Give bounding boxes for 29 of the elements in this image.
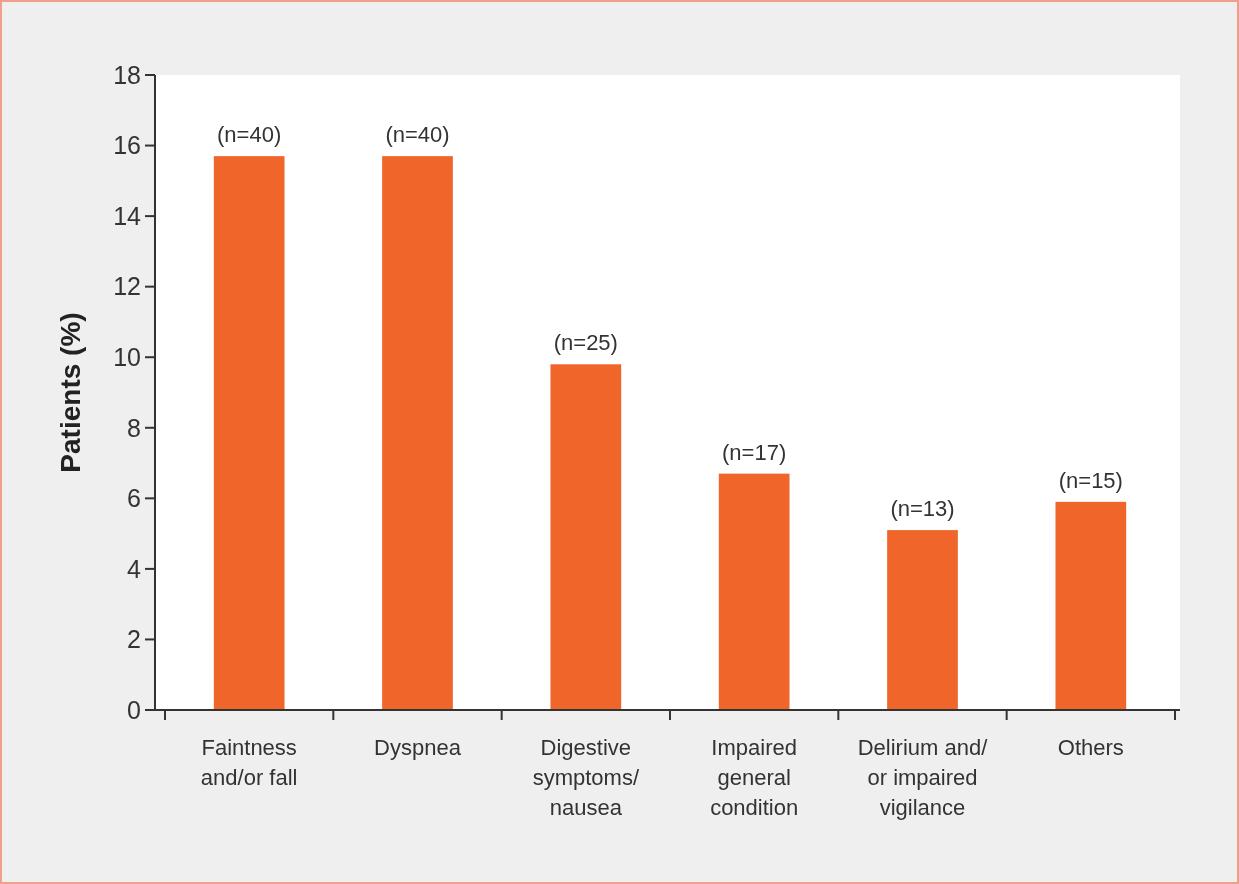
- y-tick-label: 16: [113, 131, 141, 160]
- y-tick-label: 8: [127, 413, 141, 442]
- bar: [213, 156, 285, 710]
- y-tick-label: 18: [113, 60, 141, 89]
- y-tick-label: 4: [127, 554, 142, 583]
- y-tick-label: 14: [113, 201, 142, 230]
- x-tick-label: Digestive symptoms/ nausea: [532, 735, 640, 820]
- x-tick-label: Faintness and/or fall: [200, 735, 298, 790]
- x-tick-label: Others: [1057, 735, 1124, 760]
- y-tick-label: 10: [113, 342, 141, 371]
- annotation: (n=15): [1058, 467, 1123, 493]
- bar: [1055, 501, 1127, 710]
- bar: [382, 156, 453, 710]
- bar: [550, 364, 622, 710]
- y-tick-label: 2: [127, 625, 141, 654]
- annotation: (n=17): [722, 439, 787, 465]
- y-tick-label: 6: [127, 484, 141, 513]
- y-tick-label: 0: [127, 695, 141, 724]
- annotation: (n=13): [890, 496, 955, 522]
- y-axis-title: Patients (%): [55, 312, 86, 473]
- annotation: (n=40): [217, 122, 282, 148]
- x-tick-label: Dyspnea: [374, 735, 462, 760]
- annotation: (n=40): [385, 122, 450, 148]
- bar: [887, 530, 958, 710]
- y-tick-label: 12: [113, 272, 141, 301]
- x-tick-label: Impaired general condition: [710, 735, 799, 820]
- bar: [718, 473, 790, 710]
- annotation: (n=25): [553, 330, 618, 356]
- x-tick-label: Delirium and/ or impaired vigilance: [857, 735, 989, 820]
